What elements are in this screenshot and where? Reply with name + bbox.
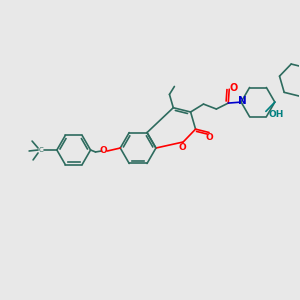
- Text: O: O: [100, 146, 107, 154]
- Text: O: O: [205, 133, 213, 142]
- Text: N: N: [238, 96, 247, 106]
- Text: O: O: [229, 83, 237, 93]
- Text: C: C: [39, 147, 44, 153]
- Text: OH: OH: [269, 110, 284, 119]
- Text: O: O: [178, 143, 186, 152]
